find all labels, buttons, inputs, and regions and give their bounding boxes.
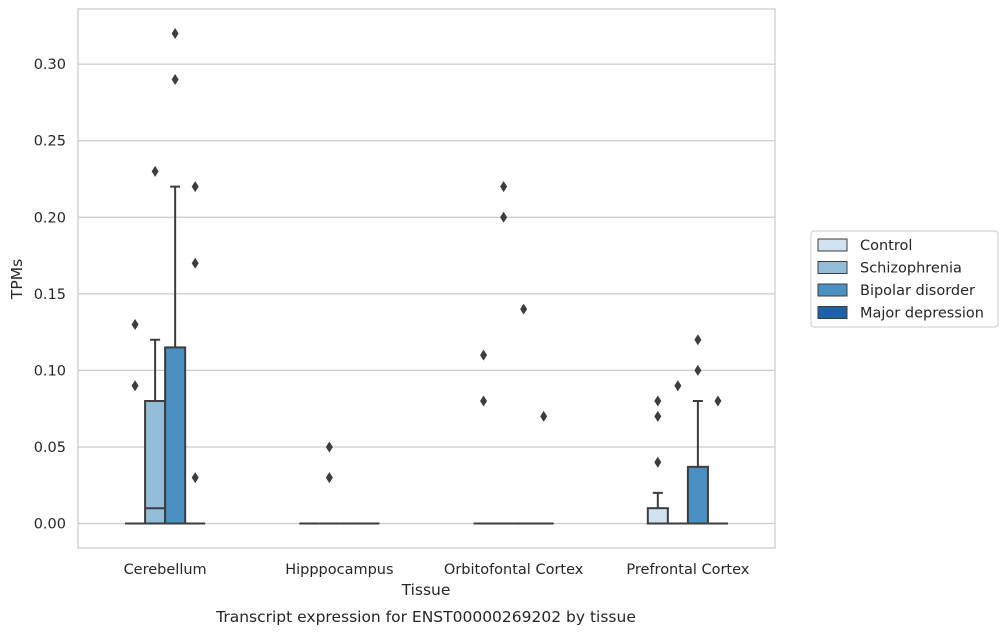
outlier-point (654, 456, 662, 468)
legend: Control Schizophrenia Bipolar disorder Majo… (810, 230, 999, 328)
outlier-point (500, 181, 508, 193)
legend-swatch (817, 283, 848, 297)
outlier-point (480, 349, 488, 361)
y-tick-label: 0.05 (34, 440, 66, 456)
outlier-point (131, 380, 139, 392)
x-tick-label: Prefrontal Cortex (626, 562, 749, 578)
outlier-point (191, 472, 199, 484)
outlier-point (325, 441, 333, 453)
legend-frame (810, 230, 999, 328)
y-tick-label: 0.10 (34, 363, 66, 379)
outlier-point (191, 181, 199, 193)
legend-label: Schizophrenia (860, 261, 962, 277)
outlier-point (131, 318, 139, 330)
box (164, 346, 187, 525)
gridlines (78, 63, 775, 525)
y-tick-label: 0.20 (34, 210, 66, 226)
boxes (125, 185, 728, 525)
outlier-point (480, 395, 488, 407)
outlier-point (694, 334, 702, 346)
outlier-point (171, 73, 179, 85)
outlier-point (674, 380, 682, 392)
box (686, 465, 709, 525)
outlier-point (151, 165, 159, 177)
y-tick-label: 0.00 (34, 517, 66, 533)
outlier-point (171, 28, 179, 39)
outlier-point (654, 410, 662, 422)
legend-label: Major depression (860, 306, 984, 322)
outlier-point (694, 364, 702, 376)
outlier-point (714, 395, 722, 407)
outliers (131, 28, 722, 484)
legend-swatch (817, 261, 848, 274)
box (646, 507, 669, 525)
x-axis-label: Tissue (401, 581, 451, 599)
y-axis-label: TPMs (8, 259, 26, 300)
outlier-point (500, 211, 508, 223)
x-tick-label: Cerebellum (124, 562, 207, 578)
y-tick-label: 0.30 (34, 57, 66, 73)
chart-caption: Transcript expression for ENST0000026920… (215, 608, 636, 626)
x-axis: Cerebellum Hipppocampus Orbitofontal Corte… (124, 562, 750, 578)
legend-swatch (817, 238, 848, 252)
legend-swatch (817, 306, 848, 319)
legend-label: Bipolar disorder (860, 283, 975, 299)
box (144, 400, 167, 525)
y-axis: 0.00 0.05 0.10 0.15 0.20 0.25 0.30 (34, 57, 66, 532)
outlier-point (191, 257, 199, 269)
outlier-point (325, 472, 333, 484)
legend-label: Control (860, 238, 912, 254)
x-tick-label: Hipppocampus (285, 562, 393, 578)
plot-frame (77, 8, 776, 549)
outlier-point (520, 303, 528, 315)
x-tick-label: Orbitofontal Cortex (444, 562, 584, 578)
outlier-point (654, 395, 662, 407)
outlier-point (540, 410, 548, 422)
y-tick-label: 0.15 (34, 287, 66, 303)
y-tick-label: 0.25 (34, 134, 66, 150)
